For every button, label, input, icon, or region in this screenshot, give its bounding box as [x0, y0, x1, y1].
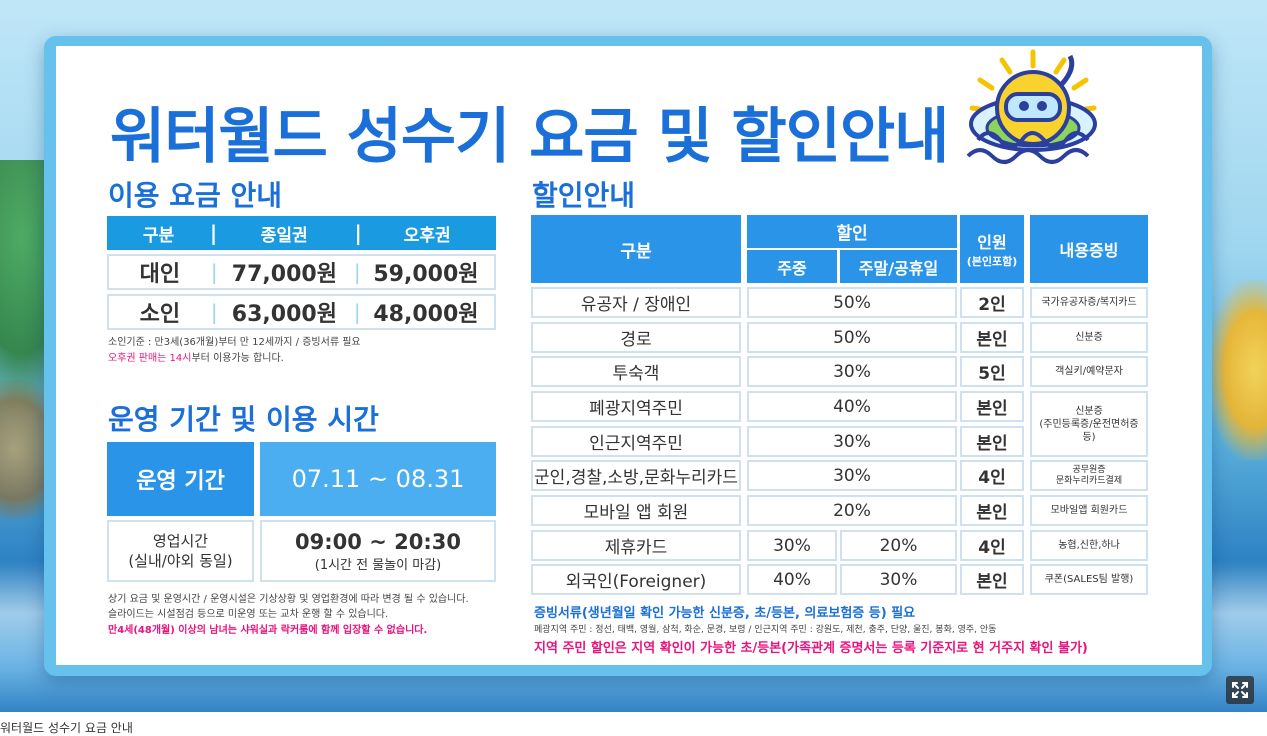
row-proof: 신분증	[1030, 322, 1148, 353]
price-table: 구분 | 종일권 | 오후권 대인 | 77,000원 | 59,000원 소인…	[107, 216, 496, 330]
column-separator: |	[210, 260, 218, 284]
table-row: 대인 | 77,000원 | 59,000원	[107, 254, 496, 290]
child-criteria-note: 소인기준 : 만3세(36개월)부터 만 12세까지 / 증빙서류 필요	[108, 337, 361, 348]
period-row: 운영 기간 07.11 ~ 08.31	[107, 442, 496, 516]
header-people: 인원 (본인포함)	[960, 215, 1024, 283]
header-people-label: 인원	[977, 233, 1007, 252]
row-category: 제휴카드	[531, 530, 741, 561]
page-title: 워터월드 성수기 요금 및 할인안내	[110, 102, 949, 172]
afternoon-price: 59,000원	[373, 262, 479, 287]
hours-note: (1시간 전 물놀이 마감)	[314, 557, 442, 573]
row-category: 인근지역주민	[531, 426, 741, 457]
afternoon-ticket-note: 오후권 판매는 14시부터 이용가능 합니다.	[108, 349, 284, 364]
row-proof: 국가유공자증/복지카드	[1030, 287, 1148, 318]
row-weekday: 30%	[747, 530, 837, 561]
row-proof-line2: 문화누리카드결제	[1055, 475, 1123, 486]
water-slide-decoration	[1207, 280, 1267, 460]
hours-row: 영업시간 (실내/야외 동일) 09:00 ~ 20:30 (1시간 전 물놀이…	[107, 520, 496, 582]
row-discount: 20%	[747, 495, 957, 526]
fullscreen-icon	[1232, 682, 1248, 698]
row-weekday: 40%	[747, 564, 837, 595]
header-weekend: 주말/공휴일	[840, 250, 957, 283]
merged-proof-line2: (주민등록증/운전면허증 등)	[1039, 418, 1139, 443]
row-people: 본인	[960, 391, 1024, 422]
row-label: 대인	[139, 262, 181, 287]
hours-time: 09:00 ~ 20:30	[295, 529, 461, 554]
hours-label-line1: 영업시간	[152, 532, 209, 550]
header-afternoon: 오후권	[403, 225, 451, 246]
row-proof-line1: 공무원증	[1072, 464, 1106, 475]
row-weekend: 20%	[840, 530, 957, 561]
column-separator: |	[210, 300, 218, 324]
background-scene: 워터월드 성수기 요금 및 할인안내 이용 요금 안내 구분 | 종일권 | 오…	[0, 0, 1267, 712]
row-category: 투숙객	[531, 356, 741, 387]
row-discount: 40%	[747, 391, 957, 422]
column-separator: |	[354, 221, 362, 245]
row-people: 5인	[960, 356, 1024, 387]
header-weekday: 주중	[747, 250, 837, 283]
merged-row-proof: 신분증 (주민등록증/운전면허증 등)	[1030, 391, 1148, 457]
row-label: 소인	[139, 302, 181, 327]
period-label: 운영 기간	[107, 442, 254, 516]
header-category: 구분	[142, 225, 175, 246]
discount-note-documents: 증빙서류(생년월일 확인 가능한 신분증, 초/등본, 의료보험증 등) 필요	[534, 606, 916, 621]
row-category: 외국인(Foreigner)	[531, 564, 741, 595]
row-discount: 30%	[747, 460, 957, 491]
row-people: 본인	[960, 426, 1024, 457]
row-proof: 객실키/예약문자	[1030, 356, 1148, 387]
row-discount: 30%	[747, 426, 957, 457]
afternoon-ticket-rest: 부터 이용가능 합니다.	[191, 353, 284, 364]
hours-value: 09:00 ~ 20:30 (1시간 전 물놀이 마감)	[260, 520, 496, 582]
row-discount: 50%	[747, 287, 957, 318]
afternoon-price: 48,000원	[373, 302, 479, 327]
full-day-price: 63,000원	[231, 302, 337, 327]
discount-note-residents: 지역 주민 할인은 지역 확인이 가능한 초/등본(가족관계 증명서는 등록 기…	[534, 641, 1088, 656]
column-separator: |	[353, 300, 361, 324]
hours-label-line2: (실내/야외 동일)	[128, 552, 233, 570]
row-people: 4인	[960, 530, 1024, 561]
column-separator: |	[353, 260, 361, 284]
row-proof: 쿠폰(SALES팀 발행)	[1030, 564, 1148, 595]
header-full-day: 종일권	[260, 225, 308, 246]
row-proof: 공무원증 문화누리카드결제	[1030, 460, 1148, 491]
row-category: 군인,경찰,소방,문화누리카드	[531, 460, 741, 491]
column-separator: |	[209, 221, 218, 245]
expand-icon[interactable]	[1226, 676, 1254, 704]
period-value: 07.11 ~ 08.31	[260, 442, 496, 516]
price-section-title: 이용 요금 안내	[108, 179, 283, 212]
table-row: 소인 | 63,000원 | 48,000원	[107, 294, 496, 330]
discount-section-title: 할인안내	[532, 179, 636, 212]
hours-label: 영업시간 (실내/야외 동일)	[107, 520, 254, 582]
row-people: 본인	[960, 495, 1024, 526]
operation-section-title: 운영 기간 및 이용 시간	[108, 403, 379, 436]
row-people: 본인	[960, 322, 1024, 353]
row-proof: 모바일앱 회원카드	[1030, 495, 1148, 526]
operation-note-2: 슬라이드는 시설점검 등으로 미운영 또는 교차 운행 할 수 있습니다.	[108, 609, 389, 620]
row-people: 2인	[960, 287, 1024, 318]
row-proof: 농협,신한,하나	[1030, 530, 1148, 561]
operation-note-3: 만4세(48개월) 이상의 남녀는 샤워실과 락커룸에 함께 입장할 수 없습니…	[108, 625, 428, 636]
row-people: 4인	[960, 460, 1024, 491]
operation-table: 운영 기간 07.11 ~ 08.31 영업시간 (실내/야외 동일) 09:0…	[107, 442, 496, 582]
row-people: 본인	[960, 564, 1024, 595]
row-discount: 50%	[747, 322, 957, 353]
operation-note-1: 상기 요금 및 운영시간 / 운영시설은 기상상황 및 영업환경에 따라 변경 …	[108, 594, 469, 605]
merged-proof-line1: 신분증	[1075, 405, 1103, 417]
header-people-sub: (본인포함)	[966, 255, 1018, 268]
row-category: 모바일 앱 회원	[531, 495, 741, 526]
row-discount: 30%	[747, 356, 957, 387]
diver-mascot-icon	[966, 49, 1097, 164]
row-category: 폐광지역주민	[531, 391, 741, 422]
header-category: 구분	[531, 215, 741, 283]
row-category: 경로	[531, 322, 741, 353]
price-table-header: 구분 | 종일권 | 오후권	[107, 216, 496, 250]
row-weekend: 30%	[840, 564, 957, 595]
afternoon-ticket-highlight: 오후권 판매는 14시	[108, 353, 192, 364]
header-discount: 할인	[747, 215, 957, 248]
full-day-price: 77,000원	[231, 262, 337, 287]
row-category: 유공자 / 장애인	[531, 287, 741, 318]
image-caption: 워터월드 성수기 요금 안내	[0, 721, 133, 735]
header-proof: 내용증빙	[1030, 215, 1148, 283]
discount-note-regions: 폐광지역 주민 : 정선, 태백, 영월, 삼척, 화순, 문경, 보령 / 인…	[534, 625, 997, 635]
